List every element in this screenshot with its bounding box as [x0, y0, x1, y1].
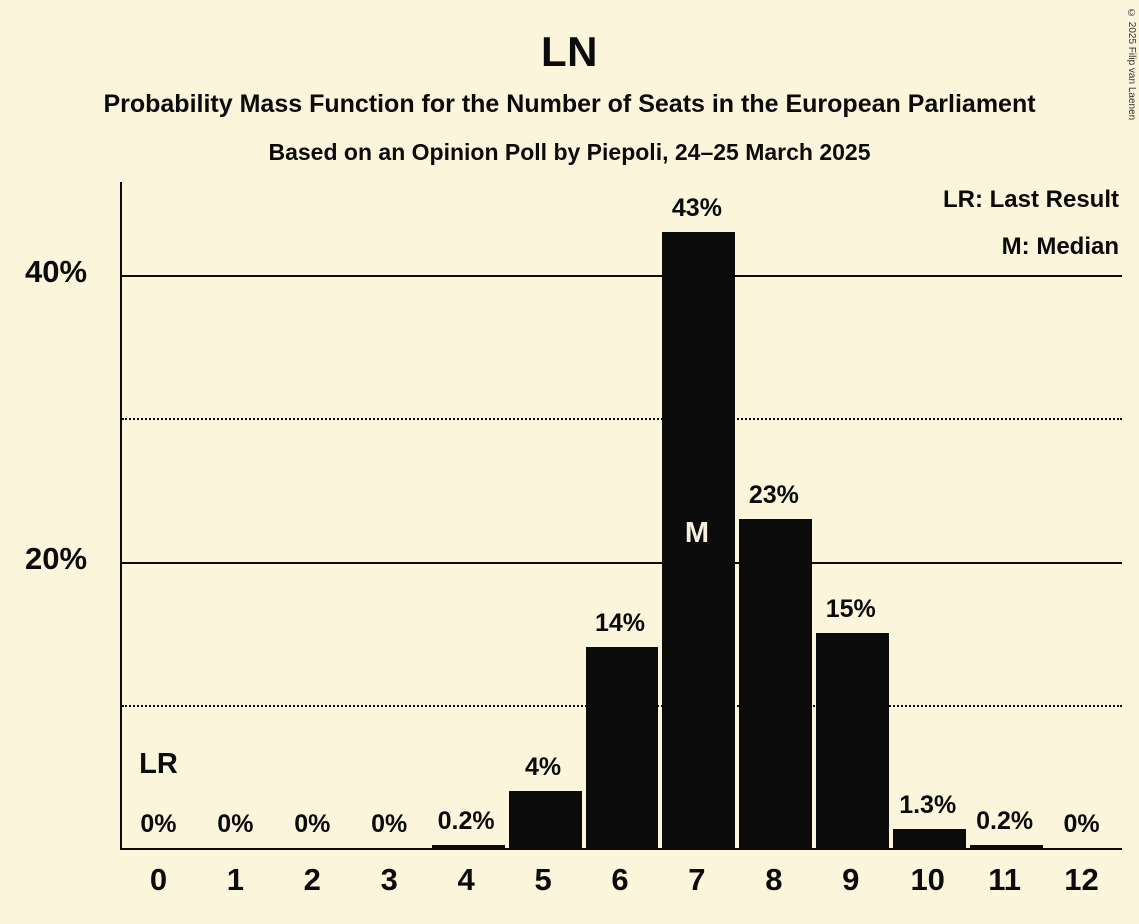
x-axis-label-12: 12 [1064, 862, 1099, 897]
bar-seats-6 [585, 647, 659, 848]
x-axis-label-11: 11 [988, 862, 1021, 897]
legend-last-result: LR: Last Result [942, 186, 1119, 213]
bar-value-label-0: 0% [140, 810, 177, 838]
x-axis-label-5: 5 [534, 862, 552, 897]
bar-seats-10 [893, 829, 967, 848]
bar-value-label-9: 15% [825, 595, 876, 624]
gridline-30 [122, 418, 1122, 421]
y-axis-label-40: 40% [25, 254, 88, 290]
x-axis-label-6: 6 [611, 862, 629, 897]
legend-median: M: Median [1001, 233, 1119, 260]
bar-seats-5 [508, 790, 582, 848]
y-axis-label-20: 20% [25, 540, 88, 576]
bar-value-label-8: 23% [748, 480, 799, 509]
bar-value-label-12: 0% [1063, 810, 1100, 838]
bar-seats-7 [662, 232, 736, 848]
chart-subtitle-poll: Based on an Opinion Poll by Piepoli, 24–… [268, 139, 871, 165]
x-axis-label-4: 4 [457, 862, 475, 897]
plot-area [120, 182, 1122, 850]
bar-value-label-7: 43% [671, 194, 722, 223]
copyright-notice: © 2025 Filip van Laenen [1126, 8, 1137, 121]
median-marker: M [684, 517, 709, 550]
chart-subtitle: Probability Mass Function for the Number… [103, 90, 1036, 118]
bar-value-label-1: 0% [217, 810, 254, 838]
bar-value-label-11: 0.2% [976, 807, 1034, 836]
bar-value-label-10: 1.3% [899, 791, 957, 820]
x-axis-label-10: 10 [910, 862, 945, 897]
bar-value-label-2: 0% [294, 810, 331, 838]
last-result-marker: LR [139, 748, 178, 780]
bar-seats-11 [970, 845, 1044, 848]
x-axis-label-2: 2 [303, 862, 321, 897]
bar-value-label-5: 4% [524, 752, 562, 781]
x-axis-label-7: 7 [688, 862, 706, 897]
gridline-20 [122, 561, 1122, 564]
bar-value-label-6: 14% [594, 609, 646, 638]
x-axis-label-3: 3 [380, 862, 398, 897]
bar-seats-4 [431, 845, 505, 848]
chart-title: LN [541, 28, 598, 75]
x-axis-label-9: 9 [842, 862, 860, 897]
bar-seats-8 [739, 518, 813, 848]
x-axis-label-0: 0 [149, 862, 168, 897]
bar-value-label-3: 0% [371, 810, 408, 838]
bar-seats-9 [816, 633, 890, 848]
gridline-40 [122, 275, 1122, 278]
x-axis-label-8: 8 [765, 862, 783, 897]
bar-value-label-4: 0.2% [437, 807, 495, 836]
x-axis-label-1: 1 [226, 862, 244, 897]
